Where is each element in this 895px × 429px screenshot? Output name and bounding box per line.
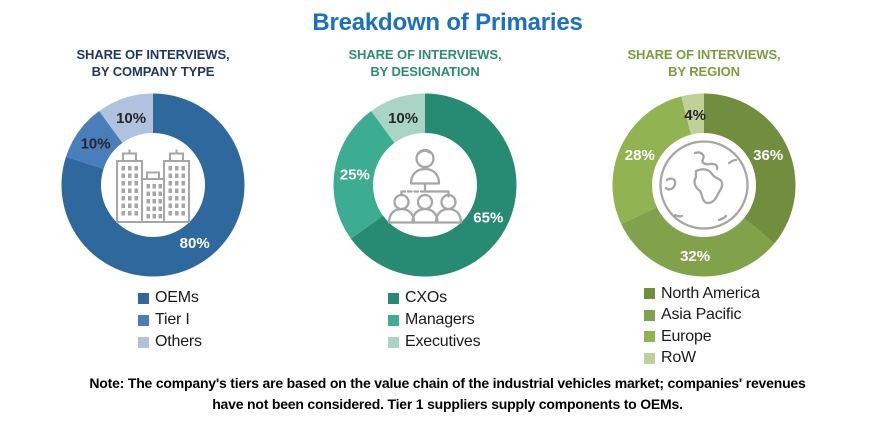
donut-slice-managers [333,110,395,239]
legend-item-tier-i: Tier I [138,309,202,331]
slice-value-label: 80% [180,235,210,252]
donut-slice-others [99,93,153,143]
chart-title-region: SHARE OF INTERVIEWS, BY REGION [584,46,824,80]
slice-value-label: 10% [81,136,111,153]
legend-swatch [644,352,655,364]
legend-swatch [388,292,399,304]
chart-title-designation: SHARE OF INTERVIEWS, BY DESIGNATION [305,46,545,80]
legend-item-cxos: CXOs [388,287,480,309]
legend-item-row: RoW [644,348,760,370]
chart-title-line: BY DESIGNATION [370,64,480,79]
chart-title-line: SHARE OF INTERVIEWS, [76,47,230,62]
footnote: Note: The company's tiers are based on t… [0,373,895,415]
slice-value-label: 4% [684,107,706,124]
chart-title-line: SHARE OF INTERVIEWS, [627,47,781,62]
legend-company-type: OEMs Tier I Others [138,287,202,353]
slice-value-label: 10% [388,110,418,127]
legend-label: Others [155,333,202,350]
legend-label: Europe [661,327,712,345]
donut-slice-europe [612,96,692,224]
buildings-icon [116,149,190,223]
legend-item-executives: Executives [388,331,481,353]
legend-label: Asia Pacific [661,306,742,324]
donut-slice-tier-i [65,110,123,169]
legend-label: OEMs [155,289,199,306]
donut-slice-cxos [350,93,517,277]
donut-chart-designation: 65% 25% 10% [305,92,545,278]
legend-item-north-america: North America [644,283,760,305]
legend-swatch [138,292,149,304]
legend-item-europe: Europe [644,326,760,348]
legend-label: CXOs [405,289,447,306]
legend-item-others: Others [138,331,202,353]
legend-designation: CXOs Managers Executives [388,287,481,353]
footnote-line: Note: The company's tiers are based on t… [89,375,806,391]
globe-icon [659,140,749,230]
chart-title-line: BY REGION [668,64,740,79]
legend-item-asia-pacific: Asia Pacific [644,305,760,327]
donut-slice-executives [371,93,425,143]
legend-region: North America Asia Pacific Europe RoW [644,283,760,369]
legend-swatch [388,314,399,326]
donut-svg-designation: 65% 25% 10% [333,93,517,277]
legend-swatch [138,314,149,326]
donut-svg-region: 36% 32% 28% 4% [612,93,796,277]
donut-slice-asia-pacific [621,207,775,277]
slice-value-label: 32% [680,248,710,265]
legend-label: Tier I [155,311,190,328]
donut-slice-north-america [704,93,796,244]
slice-value-label: 36% [753,147,783,164]
slice-value-label: 28% [625,147,655,164]
donut-chart-company-type: 80% 10% 10% [33,92,273,278]
org-chart-icon [387,148,463,224]
legend-swatch [644,288,655,300]
legend-item-oems: OEMs [138,287,202,309]
slice-value-label: 10% [116,110,146,127]
chart-title-company-type: SHARE OF INTERVIEWS, BY COMPANY TYPE [33,46,273,80]
legend-swatch [644,331,655,343]
page-title: Breakdown of Primaries [312,9,583,36]
donut-slice-oems [61,93,245,277]
legend-label: RoW [661,349,696,367]
legend-swatch [644,309,655,321]
legend-swatch [138,336,149,348]
legend-label: North America [661,284,760,302]
slice-value-label: 65% [473,210,503,227]
legend-label: Managers [405,311,475,328]
donut-svg-company-type: 80% 10% 10% [61,93,245,277]
donut-chart-region: 36% 32% 28% 4% [584,92,824,278]
chart-title-line: BY COMPANY TYPE [91,64,215,79]
donut-slice-row [681,93,704,135]
footnote-line: have not been considered. Tier 1 supplie… [212,396,683,412]
slice-value-label: 25% [340,166,370,183]
legend-item-managers: Managers [388,309,480,331]
legend-label: Executives [405,333,481,350]
chart-title-line: SHARE OF INTERVIEWS, [348,47,502,62]
legend-swatch [388,336,399,348]
